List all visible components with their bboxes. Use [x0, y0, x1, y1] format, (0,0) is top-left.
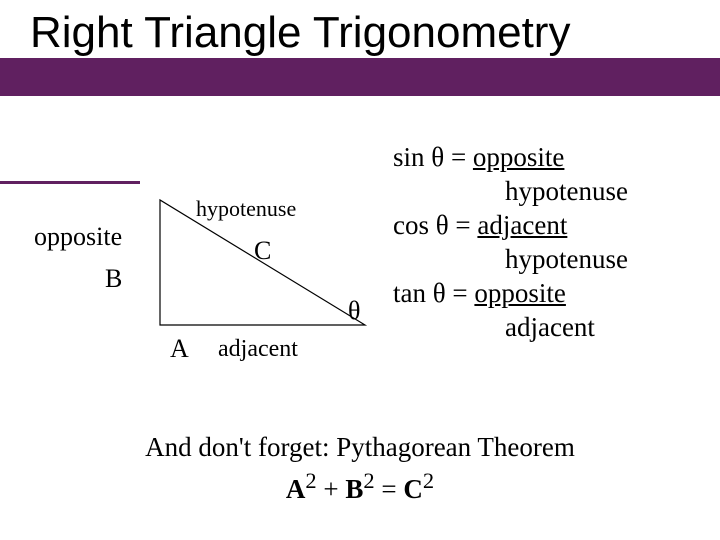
- label-adjacent: adjacent: [218, 336, 298, 363]
- label-c: C: [254, 236, 271, 266]
- sin-numerator: opposite: [473, 142, 565, 172]
- pyth-plus: +: [317, 474, 346, 504]
- pyth-c-sq: 2: [423, 468, 434, 493]
- tan-numerator: opposite: [474, 278, 566, 308]
- tan-denominator: adjacent: [393, 310, 628, 344]
- label-opposite: opposite: [34, 222, 122, 252]
- accent-line: [0, 181, 140, 184]
- pyth-eq: =: [375, 474, 404, 504]
- header-band: [0, 58, 720, 96]
- formula-tan: tan θ = opposite: [393, 276, 628, 310]
- formulas-block: sin θ = opposite hypotenuse cos θ = adja…: [393, 140, 628, 344]
- formula-sin: sin θ = opposite: [393, 140, 628, 174]
- footer-line1: And don't forget: Pythagorean Theorem: [0, 430, 720, 464]
- formula-cos: cos θ = adjacent: [393, 208, 628, 242]
- tan-lhs: tan θ =: [393, 278, 474, 308]
- sin-lhs: sin θ =: [393, 142, 473, 172]
- cos-denominator: hypotenuse: [393, 242, 628, 276]
- footer-line2: A2 + B2 = C2: [0, 464, 720, 506]
- label-b: B: [105, 264, 122, 294]
- cos-numerator: adjacent: [477, 210, 567, 240]
- label-a: A: [170, 334, 189, 364]
- footer-block: And don't forget: Pythagorean Theorem A2…: [0, 430, 720, 506]
- pyth-a-sq: 2: [305, 468, 316, 493]
- pyth-b-sq: 2: [363, 468, 374, 493]
- pyth-c: C: [403, 474, 423, 504]
- label-hypotenuse: hypotenuse: [196, 196, 296, 222]
- label-theta: θ: [348, 296, 360, 326]
- pyth-b: B: [345, 474, 363, 504]
- pyth-a: A: [286, 474, 306, 504]
- slide: Right Triangle Trigonometry // adjust sv…: [0, 0, 720, 540]
- sin-denominator: hypotenuse: [393, 174, 628, 208]
- slide-title: Right Triangle Trigonometry: [30, 8, 570, 58]
- cos-lhs: cos θ =: [393, 210, 477, 240]
